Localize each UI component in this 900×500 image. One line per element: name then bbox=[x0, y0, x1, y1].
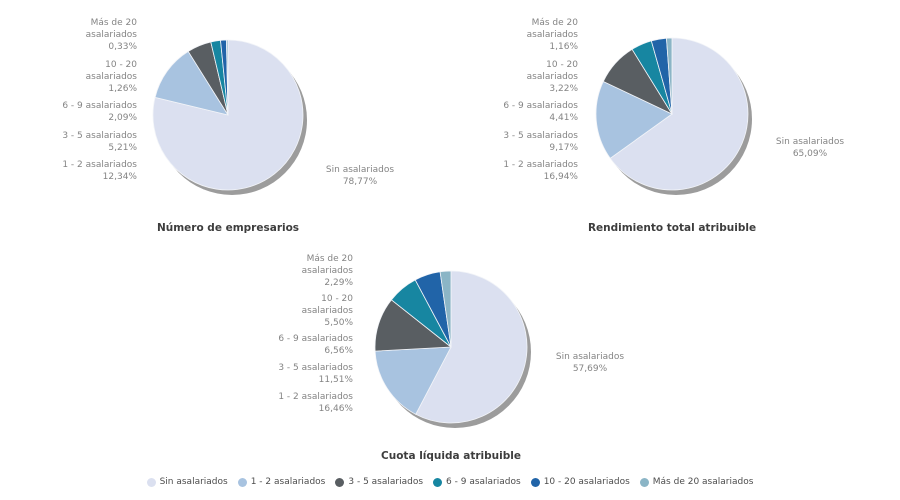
pie-slice-m-s-de-20-asalariados[interactable] bbox=[666, 37, 673, 115]
legend-label: 10 - 20 asalariados bbox=[543, 477, 630, 487]
pie-slice-1-2-asalariados[interactable] bbox=[595, 80, 673, 159]
chart-title-numero-de-empresarios: Número de empresarios bbox=[156, 222, 300, 234]
legend-dot-icon bbox=[237, 477, 247, 487]
legend-item-sin-asalariados[interactable]: Sin asalariados bbox=[146, 477, 228, 487]
slice-label-6-9-asalariados: 6 - 9 asalariados 2,09% bbox=[62, 101, 137, 123]
legend-dot-icon bbox=[530, 477, 540, 487]
legend-label: 6 - 9 asalariados bbox=[446, 477, 521, 487]
pie-slice-sin-asalariados[interactable] bbox=[609, 37, 749, 191]
legend: Sin asalariados 1 - 2 asalariados 3 - 5 as… bbox=[0, 477, 900, 487]
legend-item-10-20-asalariados[interactable]: 10 - 20 asalariados bbox=[530, 477, 630, 487]
legend-label: 1 - 2 asalariados bbox=[250, 477, 326, 487]
slice-label-sin-asalariados: Sin asalariados 78,77% bbox=[325, 165, 395, 187]
legend-dot-icon bbox=[433, 477, 443, 487]
legend-item-3-5-asalariados[interactable]: 3 - 5 asalariados bbox=[335, 477, 423, 487]
slice-label-m-s-de-20-asalariados: Más de 20 asalariados 1,16% bbox=[526, 18, 578, 52]
pie-slice-m-s-de-20-asalariados[interactable] bbox=[226, 39, 229, 116]
pie-slice-sin-asalariados[interactable] bbox=[415, 270, 528, 424]
legend-dot-icon bbox=[335, 477, 345, 487]
slice-label-3-5-asalariados: 3 - 5 asalariados 5,21% bbox=[62, 131, 137, 153]
slice-label-1-2-asalariados: 1 - 2 asalariados 16,46% bbox=[278, 392, 353, 414]
legend-label: 3 - 5 asalariados bbox=[348, 477, 424, 487]
slice-label-m-s-de-20-asalariados: Más de 20 asalariados 0,33% bbox=[85, 18, 137, 52]
slice-label-1-2-asalariados: 1 - 2 asalariados 12,34% bbox=[62, 160, 137, 182]
legend-item-1-2-asalariados[interactable]: 1 - 2 asalariados bbox=[237, 477, 326, 487]
pie-slice-1-2-asalariados[interactable] bbox=[154, 50, 229, 116]
legend-item-6-9-asalariados[interactable]: 6 - 9 asalariados bbox=[433, 477, 521, 487]
slice-label-sin-asalariados: Sin asalariados 65,09% bbox=[775, 137, 845, 159]
legend-item-m-s-de-20-asalariados[interactable]: Más de 20 asalariados bbox=[639, 477, 754, 487]
chart-title-rendimiento-total-atribuible: Rendimiento total atribuible bbox=[587, 222, 757, 234]
slice-label-sin-asalariados: Sin asalariados 57,69% bbox=[555, 352, 625, 374]
slice-label-10-20-asalariados: 10 - 20 asalariados 1,26% bbox=[85, 60, 137, 94]
pie-slice-1-2-asalariados[interactable] bbox=[374, 346, 452, 415]
slice-label-10-20-asalariados: 10 - 20 asalariados 3,22% bbox=[526, 60, 578, 94]
slice-label-3-5-asalariados: 3 - 5 asalariados 11,51% bbox=[278, 363, 353, 385]
legend-dot-icon bbox=[146, 477, 156, 487]
slice-label-1-2-asalariados: 1 - 2 asalariados 16,94% bbox=[503, 160, 578, 182]
legend-dot-icon bbox=[639, 477, 649, 487]
pie-slice-m-s-de-20-asalariados[interactable] bbox=[439, 270, 452, 348]
slice-label-3-5-asalariados: 3 - 5 asalariados 9,17% bbox=[503, 131, 578, 153]
slice-label-10-20-asalariados: 10 - 20 asalariados 5,50% bbox=[301, 294, 353, 328]
slice-label-6-9-asalariados: 6 - 9 asalariados 6,56% bbox=[278, 334, 353, 356]
chart-title-cuota-liquida-atribuible: Cuota líquida atribuible bbox=[381, 450, 521, 462]
slice-label-6-9-asalariados: 6 - 9 asalariados 4,41% bbox=[503, 101, 578, 123]
legend-label: Más de 20 asalariados bbox=[652, 477, 754, 487]
slice-label-m-s-de-20-asalariados: Más de 20 asalariados 2,29% bbox=[301, 254, 353, 288]
legend-label: Sin asalariados bbox=[159, 477, 228, 487]
